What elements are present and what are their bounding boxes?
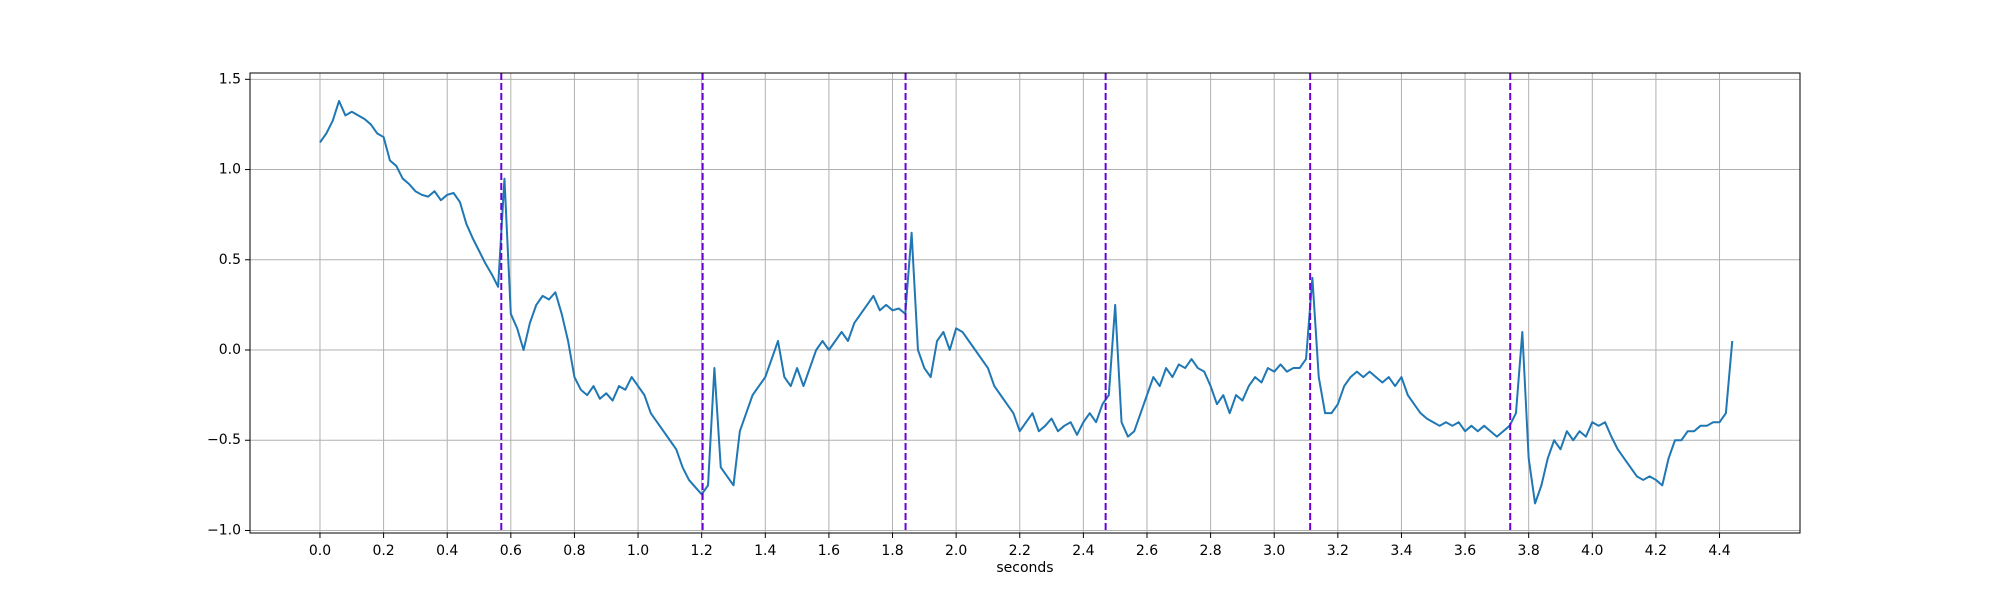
signal-line xyxy=(319,99,1734,505)
y-tick-label: −1.0 xyxy=(207,522,241,538)
x-tick-label: 3.4 xyxy=(1390,543,1412,559)
x-tick-label: 4.0 xyxy=(1581,543,1603,559)
plot-frame xyxy=(249,72,1801,534)
y-tick-label: 1.5 xyxy=(219,71,241,87)
y-tick-label: 0.5 xyxy=(219,252,241,268)
y-tick-label: 1.0 xyxy=(219,162,241,178)
x-tick-label: 2.4 xyxy=(1072,543,1094,559)
y-tick-label: −0.5 xyxy=(207,432,241,448)
x-tick-label: 3.2 xyxy=(1327,543,1349,559)
x-tick-label: 1.4 xyxy=(754,543,776,559)
x-tick-label: 1.2 xyxy=(691,543,713,559)
x-tick-label: 0.4 xyxy=(436,543,458,559)
x-axis-label: seconds xyxy=(996,560,1053,576)
x-tick-label: 1.6 xyxy=(818,543,840,559)
x-tick-label: 1.8 xyxy=(881,543,903,559)
x-tick-label: 2.6 xyxy=(1136,543,1158,559)
x-tick-label: 2.2 xyxy=(1009,543,1031,559)
x-tick-label: 3.0 xyxy=(1263,543,1285,559)
y-tick-label: 0.0 xyxy=(219,342,241,358)
x-tick-label: 0.0 xyxy=(309,543,331,559)
x-tick-label: 2.8 xyxy=(1199,543,1221,559)
x-tick-label: 4.2 xyxy=(1645,543,1667,559)
x-tick-label: 4.4 xyxy=(1708,543,1730,559)
x-tick-label: 0.6 xyxy=(500,543,522,559)
x-tick-label: 0.2 xyxy=(372,543,394,559)
x-tick-label: 0.8 xyxy=(563,543,585,559)
x-tick-label: 1.0 xyxy=(627,543,649,559)
x-tick-label: 2.0 xyxy=(945,543,967,559)
x-tick-label: 3.8 xyxy=(1518,543,1540,559)
x-tick-label: 3.6 xyxy=(1454,543,1476,559)
